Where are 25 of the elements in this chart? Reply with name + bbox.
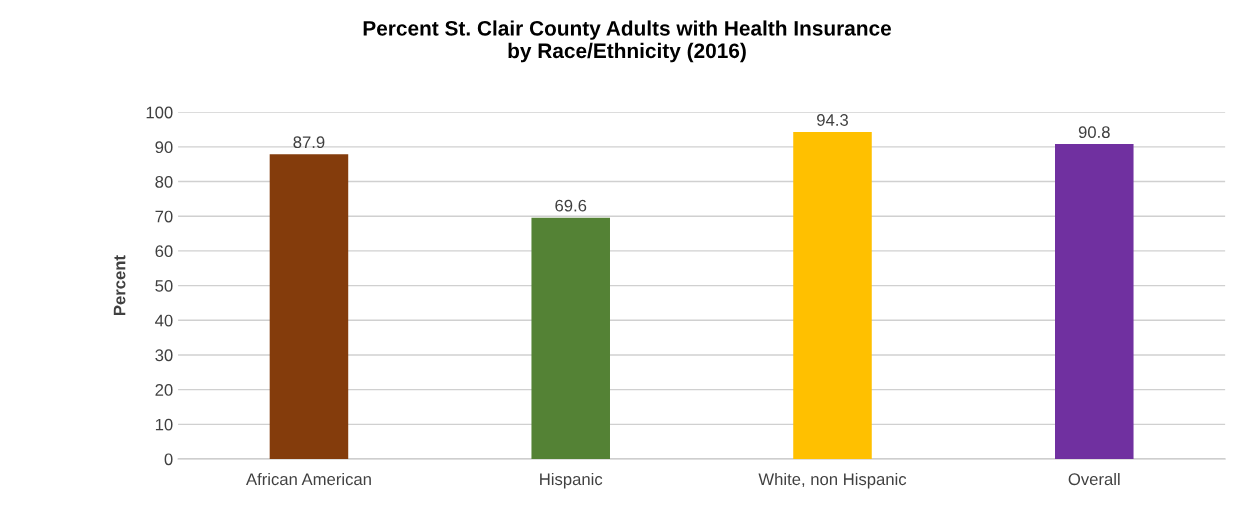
y-axis-title: Percent <box>113 255 126 316</box>
x-tick-label: Overall <box>1068 472 1120 486</box>
y-tick-label: 10 <box>155 418 173 431</box>
x-tick-label: White, non Hispanic <box>758 472 907 489</box>
y-tick-label: 70 <box>155 210 173 223</box>
y-tick-label: 0 <box>164 453 173 466</box>
data-label: 87.9 <box>293 136 325 149</box>
bar <box>1055 144 1134 459</box>
bar <box>531 217 610 459</box>
y-tick-label: 40 <box>155 314 173 327</box>
data-label: 69.6 <box>555 199 587 212</box>
y-tick-label: 90 <box>155 141 173 154</box>
y-tick-label: 50 <box>155 280 173 292</box>
data-label: 90.8 <box>1078 126 1110 139</box>
x-tick-label: Hispanic <box>540 472 603 489</box>
x-tick-label: African American <box>246 472 371 486</box>
bar <box>269 154 349 459</box>
y-tick-label: 80 <box>155 175 173 188</box>
chart-title: Percent St. Clair County Adults with Health Insurance by Race/Ethnicity (2016) <box>363 20 892 63</box>
y-tick-label: 20 <box>155 384 173 396</box>
bar <box>793 131 872 459</box>
data-label: 94.3 <box>817 114 848 126</box>
y-tick-label: 100 <box>146 106 173 119</box>
y-tick-label: 30 <box>155 349 173 362</box>
y-tick-label: 60 <box>155 245 173 258</box>
